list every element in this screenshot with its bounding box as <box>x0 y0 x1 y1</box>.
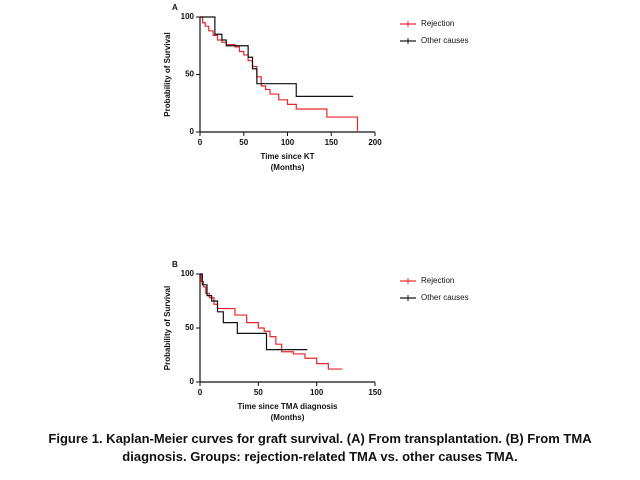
y-axis-label: Probability of Survival <box>163 286 172 370</box>
y-tick-label: 50 <box>185 323 194 332</box>
y-tick-label: 50 <box>185 70 194 79</box>
x-tick-label: 150 <box>368 388 382 397</box>
x-tick-label: 200 <box>368 138 382 147</box>
panel-label: A <box>172 3 178 12</box>
panel-label: B <box>172 260 178 269</box>
legend-label: Rejection <box>421 19 454 28</box>
x-tick-label: 100 <box>281 138 295 147</box>
x-axis-label: Time since KT <box>260 152 314 161</box>
survival-curve <box>200 273 308 351</box>
survival-curve <box>200 273 343 370</box>
x-axis-label: Time since TMA diagnosis <box>237 402 338 411</box>
caption: Figure 1. Kaplan-Meier curves for graft … <box>48 431 592 464</box>
x-tick-label: 0 <box>198 388 203 397</box>
x-tick-label: 50 <box>254 388 263 397</box>
x-axis-sublabel: (Months) <box>271 163 305 172</box>
survival-curve <box>200 16 354 97</box>
x-tick-label: 0 <box>198 138 203 147</box>
legend-label: Rejection <box>421 276 454 285</box>
y-tick-label: 100 <box>181 269 195 278</box>
x-tick-label: 100 <box>310 388 324 397</box>
y-axis-label: Probability of Survival <box>163 32 172 116</box>
y-tick-label: 100 <box>181 12 195 21</box>
x-tick-label: 50 <box>239 138 248 147</box>
legend-label: Other causes <box>421 293 469 302</box>
y-tick-label: 0 <box>190 127 195 136</box>
survival-curve <box>200 16 359 132</box>
x-axis-sublabel: (Months) <box>271 413 305 422</box>
y-tick-label: 0 <box>190 377 195 386</box>
figure: A 0 50 100 0 50 100 150 200 Time since KT (Months)… <box>163 3 469 422</box>
x-tick-label: 150 <box>325 138 339 147</box>
legend-label: Other causes <box>421 36 469 45</box>
